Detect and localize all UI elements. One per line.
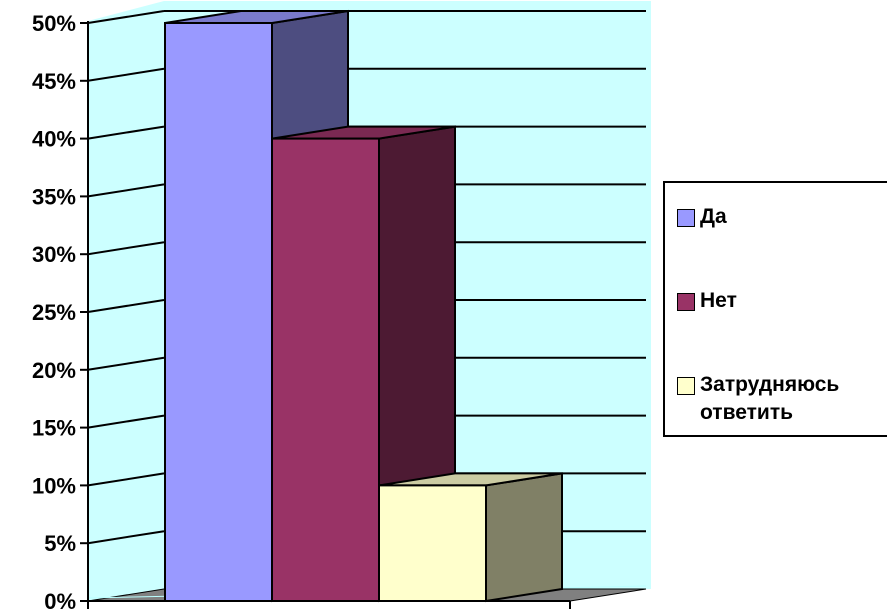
gridline-side [87, 10, 165, 24]
bar-front-face [271, 137, 380, 602]
legend-item-da: Да [677, 203, 887, 231]
y-tick-label: 20% [32, 358, 76, 383]
y-tick-label: 5% [44, 531, 76, 556]
gridline-side [87, 125, 165, 140]
y-tick-label: 50% [32, 11, 76, 36]
legend-swatch-da [677, 209, 695, 227]
gridline-side [87, 299, 165, 313]
gridline-side [87, 530, 165, 545]
y-axis: 0% 5% 10% 15% 20% 25% 30% 35% 40% 45% 50% [32, 11, 571, 614]
legend-swatch-zatrudnyayus [677, 377, 695, 395]
gridline-side [87, 356, 165, 371]
legend-swatch-net [677, 293, 695, 311]
y-tick-label: 10% [32, 473, 76, 498]
y-tick-label: 35% [32, 184, 76, 209]
bar-3 [378, 472, 563, 603]
bar-front-face [164, 22, 273, 602]
y-tick-label: 0% [44, 589, 76, 614]
gridline-side [87, 67, 165, 82]
y-tick-label: 40% [32, 127, 76, 152]
bar-side-face [485, 472, 563, 603]
gridline-side [87, 183, 165, 198]
bar-front-face [378, 484, 487, 602]
bars [164, 9, 563, 603]
gridline-side [87, 472, 165, 487]
gridline-side [87, 241, 165, 256]
y-tick-label: 25% [32, 300, 76, 325]
legend-item-zatrudnyayus: Затрудняюсь ответить [677, 371, 887, 427]
legend-label-zatrudnyayus: Затрудняюсь ответить [700, 373, 840, 424]
y-tick-label: 45% [32, 69, 76, 94]
legend-item-net: Нет [677, 287, 887, 315]
legend-label-net: Нет [700, 289, 737, 312]
y-tick-label: 15% [32, 416, 76, 441]
legend-label-da: Да [700, 205, 727, 228]
y-tick-label: 30% [32, 242, 76, 267]
legend: Да Нет Затрудняюсь ответить [663, 181, 887, 437]
gridline-side [87, 414, 165, 429]
